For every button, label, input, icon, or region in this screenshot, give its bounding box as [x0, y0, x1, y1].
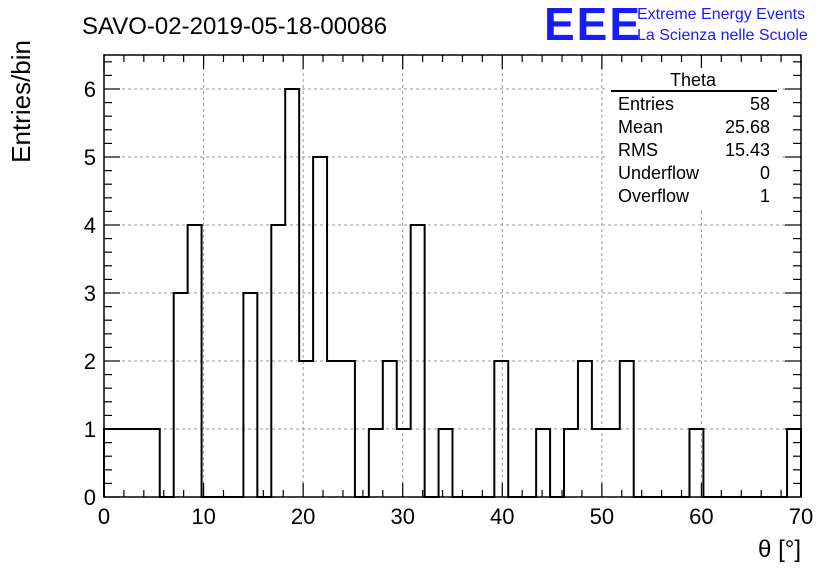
eee-logo-line1: Extreme Energy Events: [637, 6, 805, 23]
y-tick-label: 5: [84, 145, 96, 170]
x-tick-label: 10: [191, 504, 215, 529]
histogram-bin: [564, 429, 578, 497]
y-tick-label: 1: [84, 417, 96, 442]
y-tick-label: 6: [84, 77, 96, 102]
x-tick-label: 30: [390, 504, 414, 529]
histogram-bin: [327, 361, 341, 497]
x-tick-label: 50: [590, 504, 614, 529]
histogram-bin: [411, 225, 425, 497]
histogram-bin: [536, 429, 550, 497]
histogram-bin: [285, 89, 299, 497]
histogram-bin: [341, 361, 355, 497]
x-tick-label: 0: [98, 504, 110, 529]
histogram-bin: [578, 361, 592, 497]
histogram-bin: [188, 225, 202, 497]
stats-value-overflow: 1: [760, 186, 770, 206]
stats-label-mean: Mean: [618, 117, 663, 137]
histogram-bin: [118, 429, 132, 497]
histogram-bin: [439, 429, 453, 497]
eee-logo: EEE Extreme Energy Events La Scienza nel…: [544, 0, 808, 50]
histogram-bin: [104, 429, 118, 497]
eee-logo-mark: EEE: [544, 0, 642, 50]
histogram-bin: [299, 361, 313, 497]
chart-title: SAVO-02-2019-05-18-00086: [82, 13, 387, 40]
stats-box: Theta Entries 58 Mean 25.68 RMS 15.43 Un…: [608, 68, 778, 211]
histogram-bin: [243, 293, 257, 497]
histogram-bin: [494, 361, 508, 497]
histogram-bin: [787, 429, 801, 497]
y-tick-label: 3: [84, 281, 96, 306]
histogram-bin: [271, 225, 285, 497]
stats-label-overflow: Overflow: [618, 186, 690, 206]
stats-label-rms: RMS: [618, 140, 658, 160]
histogram-bin: [174, 293, 188, 497]
x-tick-label: 20: [291, 504, 315, 529]
y-tick-label: 0: [84, 485, 96, 510]
stats-value-rms: 15.43: [725, 140, 770, 160]
eee-logo-line2: La Scienza nelle Scuole: [637, 27, 808, 44]
stats-label-underflow: Underflow: [618, 163, 700, 183]
stats-value-mean: 25.68: [725, 117, 770, 137]
histogram-bin: [606, 429, 620, 497]
histogram-bin: [620, 361, 634, 497]
x-tick-label: 60: [689, 504, 713, 529]
x-tick-label: 40: [490, 504, 514, 529]
stats-label-entries: Entries: [618, 94, 674, 114]
histogram-bin: [313, 157, 327, 497]
histogram-bin: [369, 429, 383, 497]
histogram-bin: [397, 429, 411, 497]
histogram-bin: [132, 429, 146, 497]
x-axis-label: θ [°]: [758, 536, 801, 563]
y-axis-label: Entries/bin: [6, 40, 36, 163]
histogram-bin: [592, 429, 606, 497]
stats-box-title: Theta: [670, 70, 717, 90]
x-tick-label: 70: [789, 504, 813, 529]
stats-value-underflow: 0: [760, 163, 770, 183]
plot-frame: [103, 54, 802, 498]
y-tick-label: 2: [84, 349, 96, 374]
y-tick-label: 4: [84, 213, 96, 238]
stats-value-entries: 58: [750, 94, 770, 114]
histogram-bin: [383, 361, 397, 497]
histogram-bin: [146, 429, 160, 497]
